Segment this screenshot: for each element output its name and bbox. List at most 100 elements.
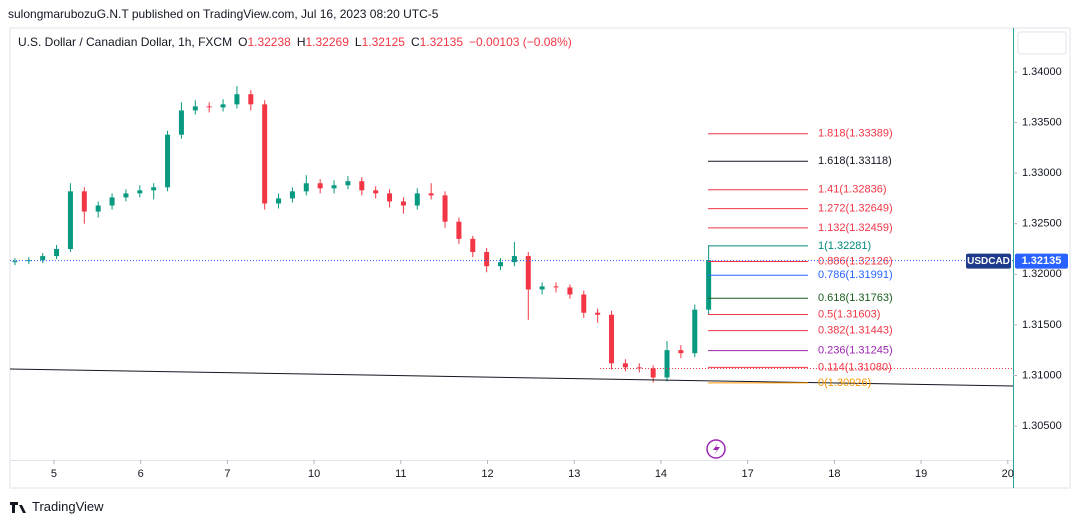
- candle-body: [317, 183, 323, 189]
- candle-body: [664, 350, 670, 378]
- candle-body: [248, 94, 254, 105]
- fib-label: 0.786(1.31991): [818, 269, 893, 281]
- x-tick-label: 5: [51, 468, 57, 480]
- plot-area: [12, 86, 712, 383]
- x-tick-label: 20: [1002, 468, 1014, 480]
- candle-body: [303, 183, 309, 192]
- candle-body: [387, 193, 393, 202]
- ohlc-key: L: [354, 35, 362, 49]
- candle-body: [650, 368, 656, 378]
- ohlc-key: O: [238, 35, 248, 49]
- x-tick-label: 12: [481, 468, 493, 480]
- candle-body: [192, 106, 198, 111]
- y-tick-label: 1.32000: [1022, 268, 1062, 280]
- candle-body: [345, 181, 351, 186]
- frame: [9, 27, 1071, 489]
- candle-body: [289, 191, 295, 199]
- y-tick-label: 1.34000: [1022, 66, 1062, 78]
- ohlc-value: 1.32125: [361, 35, 405, 49]
- ohlc-key: C: [410, 35, 420, 49]
- ohlc-value: 1.32238: [247, 35, 291, 49]
- fib-label: 0.236(1.31245): [818, 345, 893, 357]
- candle-body: [178, 110, 184, 135]
- legend: U.S. Dollar / Canadian Dollar, 1h, FXCM O…: [18, 35, 572, 49]
- ohlc-key: H: [296, 35, 306, 49]
- candle-body: [511, 256, 517, 263]
- x-tick-label: 13: [568, 468, 580, 480]
- ohlc: O1.32238 H1.32269 L1.32125 C1.32135: [232, 35, 463, 49]
- candle-body: [622, 363, 628, 368]
- x-tick-label: 18: [828, 468, 840, 480]
- event-icon-bolt: [713, 443, 720, 455]
- brand-logo: [10, 502, 26, 513]
- candle-body: [484, 252, 490, 267]
- y-tick-label: 1.32500: [1022, 218, 1062, 230]
- candle-body: [359, 181, 365, 191]
- symbol-badge: [966, 253, 1011, 269]
- fib-label: 1.618(1.33118): [818, 155, 892, 167]
- fib-label: 1.272(1.32649): [818, 203, 893, 215]
- candle-body: [609, 314, 615, 364]
- candle-body: [81, 191, 87, 212]
- x-tick-label: 19: [915, 468, 927, 480]
- candle-body: [525, 256, 531, 290]
- y-tick-label: 1.31500: [1022, 319, 1062, 331]
- candle-body: [165, 134, 171, 188]
- candle-body: [40, 256, 46, 261]
- candle-body: [137, 190, 143, 194]
- x-tick-label: 14: [655, 468, 667, 480]
- fib-label: 1.818(1.33389): [818, 128, 893, 140]
- y-tick-label: 1.33500: [1022, 116, 1062, 128]
- x-tick-label: 17: [742, 468, 754, 480]
- candle-body: [442, 195, 448, 222]
- fib-label: 0(1.30926): [818, 377, 871, 389]
- brand: TradingView: [32, 499, 104, 514]
- candle-body: [456, 221, 462, 239]
- candle-body: [400, 201, 406, 206]
- candle-body: [428, 193, 434, 196]
- trend-line: [9, 368, 1014, 387]
- y-tick-label: 1.30500: [1022, 420, 1062, 432]
- candle-body: [539, 286, 545, 290]
- candle-body: [276, 198, 282, 204]
- candle-body: [553, 286, 559, 288]
- candle-body: [12, 261, 18, 263]
- x-tick-label: 6: [138, 468, 144, 480]
- fib-label: 0.114(1.31080): [818, 361, 892, 373]
- candle-body: [262, 104, 268, 204]
- ohlc-value: 1.32135: [419, 35, 464, 49]
- publisher: sulongmarubozuG.N.T published on Trading…: [8, 7, 439, 21]
- fib-label: 0.382(1.31443): [818, 325, 893, 337]
- candle-body: [581, 294, 587, 313]
- candle-body: [234, 94, 240, 105]
- candle-body: [206, 106, 212, 108]
- candle-body: [498, 262, 504, 267]
- candle-body: [636, 367, 642, 369]
- ohlc-value: 1.32269: [305, 35, 349, 49]
- candle-body: [373, 190, 379, 194]
- fib-label: 1.132(1.32459): [818, 222, 893, 234]
- candle-body: [678, 350, 684, 354]
- candle-body: [67, 191, 73, 249]
- candle-body: [109, 197, 115, 206]
- x-tick-label: 7: [224, 468, 230, 480]
- fib-label: 1(1.32281): [818, 240, 871, 252]
- candle-body: [123, 193, 129, 198]
- settings-box[interactable]: [1017, 31, 1067, 55]
- fib-label: 0.618(1.31763): [818, 292, 893, 304]
- x-tick-label: 11: [395, 468, 406, 480]
- change: −0.00103 (−0.08%): [469, 35, 572, 49]
- symbol-title: U.S. Dollar / Canadian Dollar, 1h, FXCM: [18, 35, 233, 49]
- y-tick-label: 1.31000: [1022, 369, 1062, 381]
- candle-body: [595, 312, 601, 315]
- fib-label: 0.5(1.31603): [818, 308, 880, 320]
- candle-body: [54, 248, 60, 257]
- candle-body: [692, 309, 698, 354]
- last-price-label: 1.32135: [1022, 255, 1062, 267]
- candle-body: [706, 260, 712, 310]
- symbol-badge-label: USDCAD: [967, 256, 1010, 267]
- fib-label: 1.41(1.32836): [818, 184, 887, 196]
- x-tick-label: 10: [308, 468, 320, 480]
- fib-label: 0.886(1.32126): [818, 255, 893, 267]
